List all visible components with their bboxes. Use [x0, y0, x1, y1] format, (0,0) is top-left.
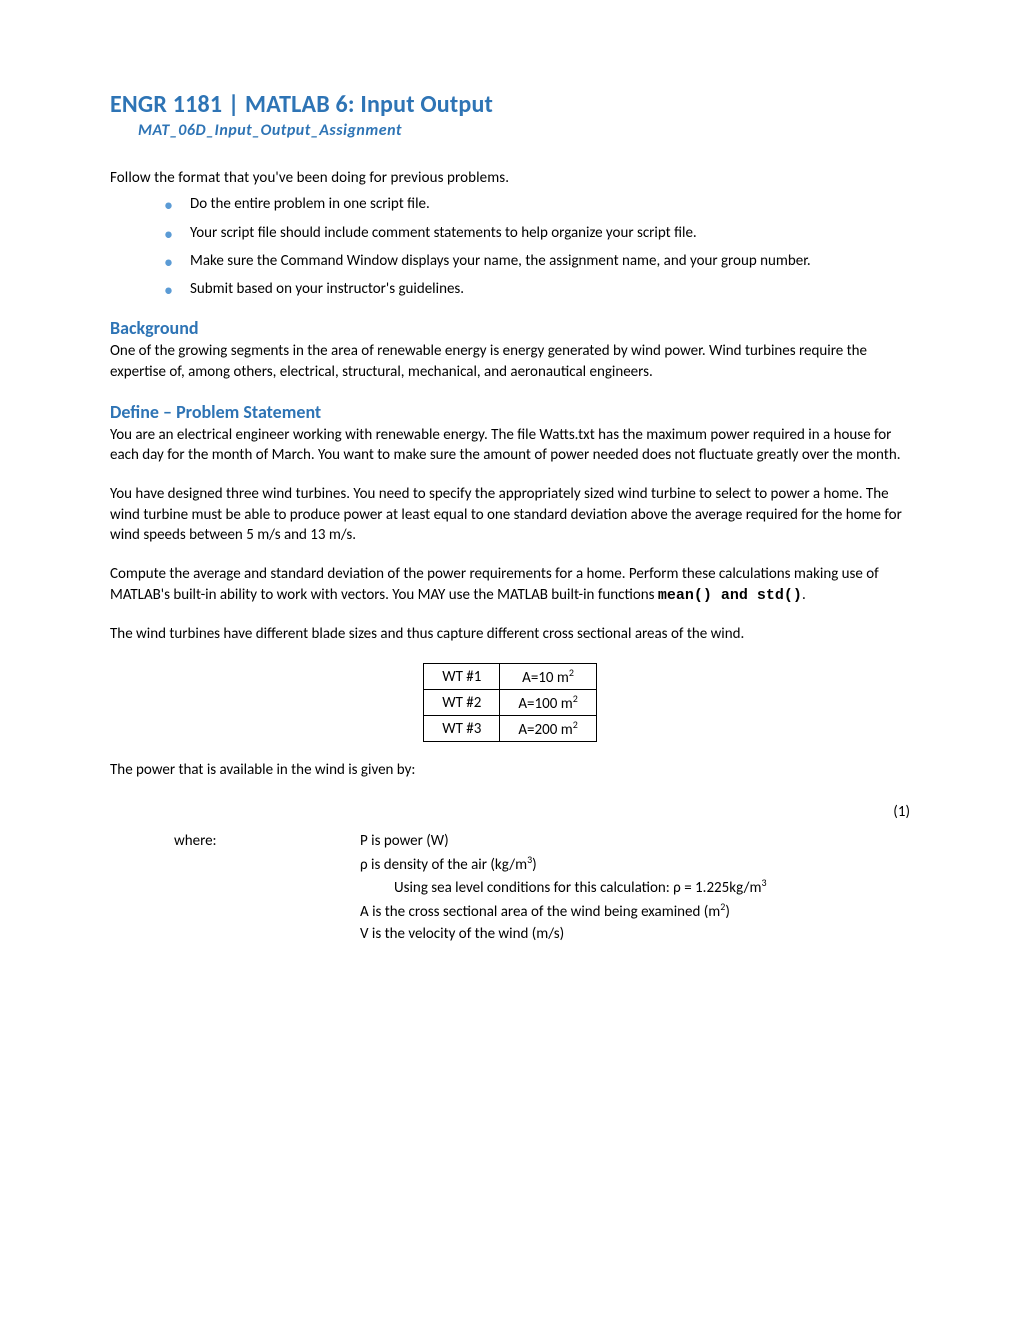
area-sup: 2	[569, 666, 574, 679]
def-sup: 3	[761, 876, 766, 889]
definitions-block: where: P is power (W) ρ is density of th…	[110, 831, 910, 946]
page-title: ENGR 1181 | MATLAB 6: Input Output	[110, 90, 910, 119]
instruction-list: Do the entire problem in one script file…	[110, 194, 910, 299]
def-line: ρ is density of the air (kg/m3)	[360, 853, 910, 877]
def-text: Using sea level conditions for this calc…	[394, 879, 761, 897]
define-p3-code: mean() and std()	[658, 587, 802, 604]
where-label: where:	[110, 831, 360, 946]
define-p3c: .	[802, 586, 806, 604]
def-text: )	[532, 856, 537, 874]
table-row: WT #2 A=100 m2	[424, 690, 597, 716]
area-sup: 2	[573, 718, 578, 731]
def-line: V is the velocity of the wind (m/s)	[360, 924, 910, 946]
table-cell-label: WT #2	[424, 690, 500, 716]
table-cell-label: WT #3	[424, 716, 500, 742]
table-cell-area: A=100 m2	[500, 690, 596, 716]
document-page: ENGR 1181 | MATLAB 6: Input Output MAT_0…	[0, 0, 1020, 1320]
define-p3: Compute the average and standard deviati…	[110, 564, 910, 606]
list-item: Do the entire problem in one script file…	[164, 194, 910, 214]
table-row: WT #1 A=10 m2	[424, 664, 597, 690]
def-text: A is the cross sectional area of the win…	[360, 903, 720, 921]
equation-number: (1)	[893, 803, 910, 821]
table-cell-area: A=200 m2	[500, 716, 596, 742]
area-val: A=10 m	[522, 669, 569, 687]
def-line-indent: Using sea level conditions for this calc…	[360, 876, 910, 900]
define-p4: The wind turbines have different blade s…	[110, 624, 910, 645]
define-p2: You have designed three wind turbines. Y…	[110, 484, 910, 546]
background-text: One of the growing segments in the area …	[110, 341, 910, 382]
list-item: Your script file should include comment …	[164, 223, 910, 243]
list-item: Make sure the Command Window displays yo…	[164, 251, 910, 271]
define-heading: Define – Problem Statement	[110, 401, 910, 423]
table-cell-area: A=10 m2	[500, 664, 596, 690]
turbine-table: WT #1 A=10 m2 WT #2 A=100 m2 WT #3 A=200…	[423, 663, 597, 742]
def-line: A is the cross sectional area of the win…	[360, 900, 910, 924]
page-subtitle: MAT_06D_Input_Output_Assignment	[138, 121, 910, 140]
equation-row: (1)	[110, 803, 910, 825]
table-row: WT #3 A=200 m2	[424, 716, 597, 742]
table-cell-label: WT #1	[424, 664, 500, 690]
def-line: P is power (W)	[360, 831, 910, 853]
def-text: ρ is density of the air (kg/m	[360, 856, 527, 874]
power-intro: The power that is available in the wind …	[110, 760, 910, 781]
area-val: A=200 m	[518, 721, 572, 739]
area-sup: 2	[573, 692, 578, 705]
intro-text: Follow the format that you've been doing…	[110, 168, 910, 188]
def-text: )	[725, 903, 730, 921]
list-item: Submit based on your instructor's guidel…	[164, 279, 910, 299]
define-p1: You are an electrical engineer working w…	[110, 425, 910, 466]
definitions-list: P is power (W) ρ is density of the air (…	[360, 831, 910, 946]
background-heading: Background	[110, 317, 910, 339]
area-val: A=100 m	[518, 695, 572, 713]
